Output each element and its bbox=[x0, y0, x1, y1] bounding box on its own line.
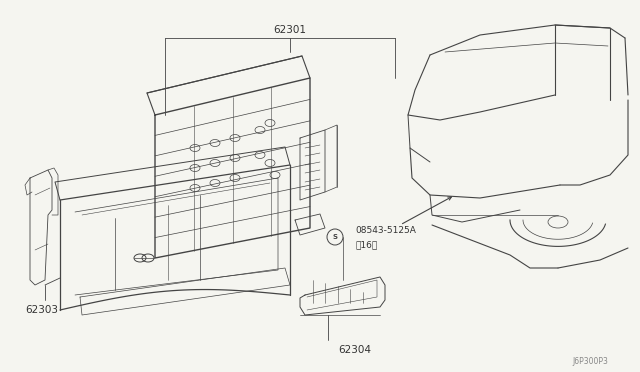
Text: 62301: 62301 bbox=[273, 25, 307, 35]
Text: J6P300P3: J6P300P3 bbox=[572, 357, 608, 366]
Text: 08543-5125A: 08543-5125A bbox=[355, 225, 416, 234]
Text: 62304: 62304 bbox=[339, 345, 371, 355]
Text: 62303: 62303 bbox=[26, 305, 58, 315]
Text: S: S bbox=[333, 234, 337, 240]
Text: （16）: （16） bbox=[355, 241, 377, 250]
